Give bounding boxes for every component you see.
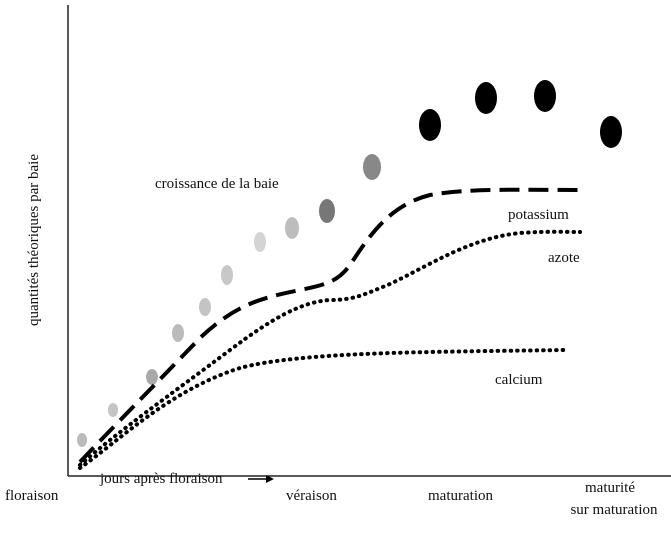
berry [254, 232, 266, 252]
berry [475, 82, 497, 114]
stage-label: maturité [585, 480, 635, 496]
stage-label: maturation [428, 488, 493, 504]
berry [319, 199, 335, 223]
berry [108, 403, 118, 417]
x-axis-label: jours après floraison [99, 471, 223, 487]
berries [77, 80, 622, 447]
y-axis-label: quantités théoriques par baie [26, 154, 42, 326]
stage-label: véraison [286, 488, 337, 504]
berry [534, 80, 556, 112]
berry [77, 433, 87, 447]
berry [600, 116, 622, 148]
potassium-curve [80, 190, 580, 462]
berry [199, 298, 211, 316]
berry-label: croissance de la baie [155, 176, 279, 192]
berry [285, 217, 299, 239]
berry [146, 369, 158, 385]
azote-label: azote [548, 250, 580, 266]
berry [172, 324, 184, 342]
azote-curve [80, 232, 580, 465]
berry [419, 109, 441, 141]
berry [221, 265, 233, 285]
potassium-label: potassium [508, 207, 569, 223]
diagram: quantités théoriques par baie croissance… [0, 0, 671, 544]
stage-label: sur maturation [570, 502, 658, 518]
calcium-label: calcium [495, 372, 543, 388]
page: quantités théoriques par baie croissance… [0, 0, 671, 544]
stage-label: floraison [5, 488, 59, 504]
berry [363, 154, 381, 180]
